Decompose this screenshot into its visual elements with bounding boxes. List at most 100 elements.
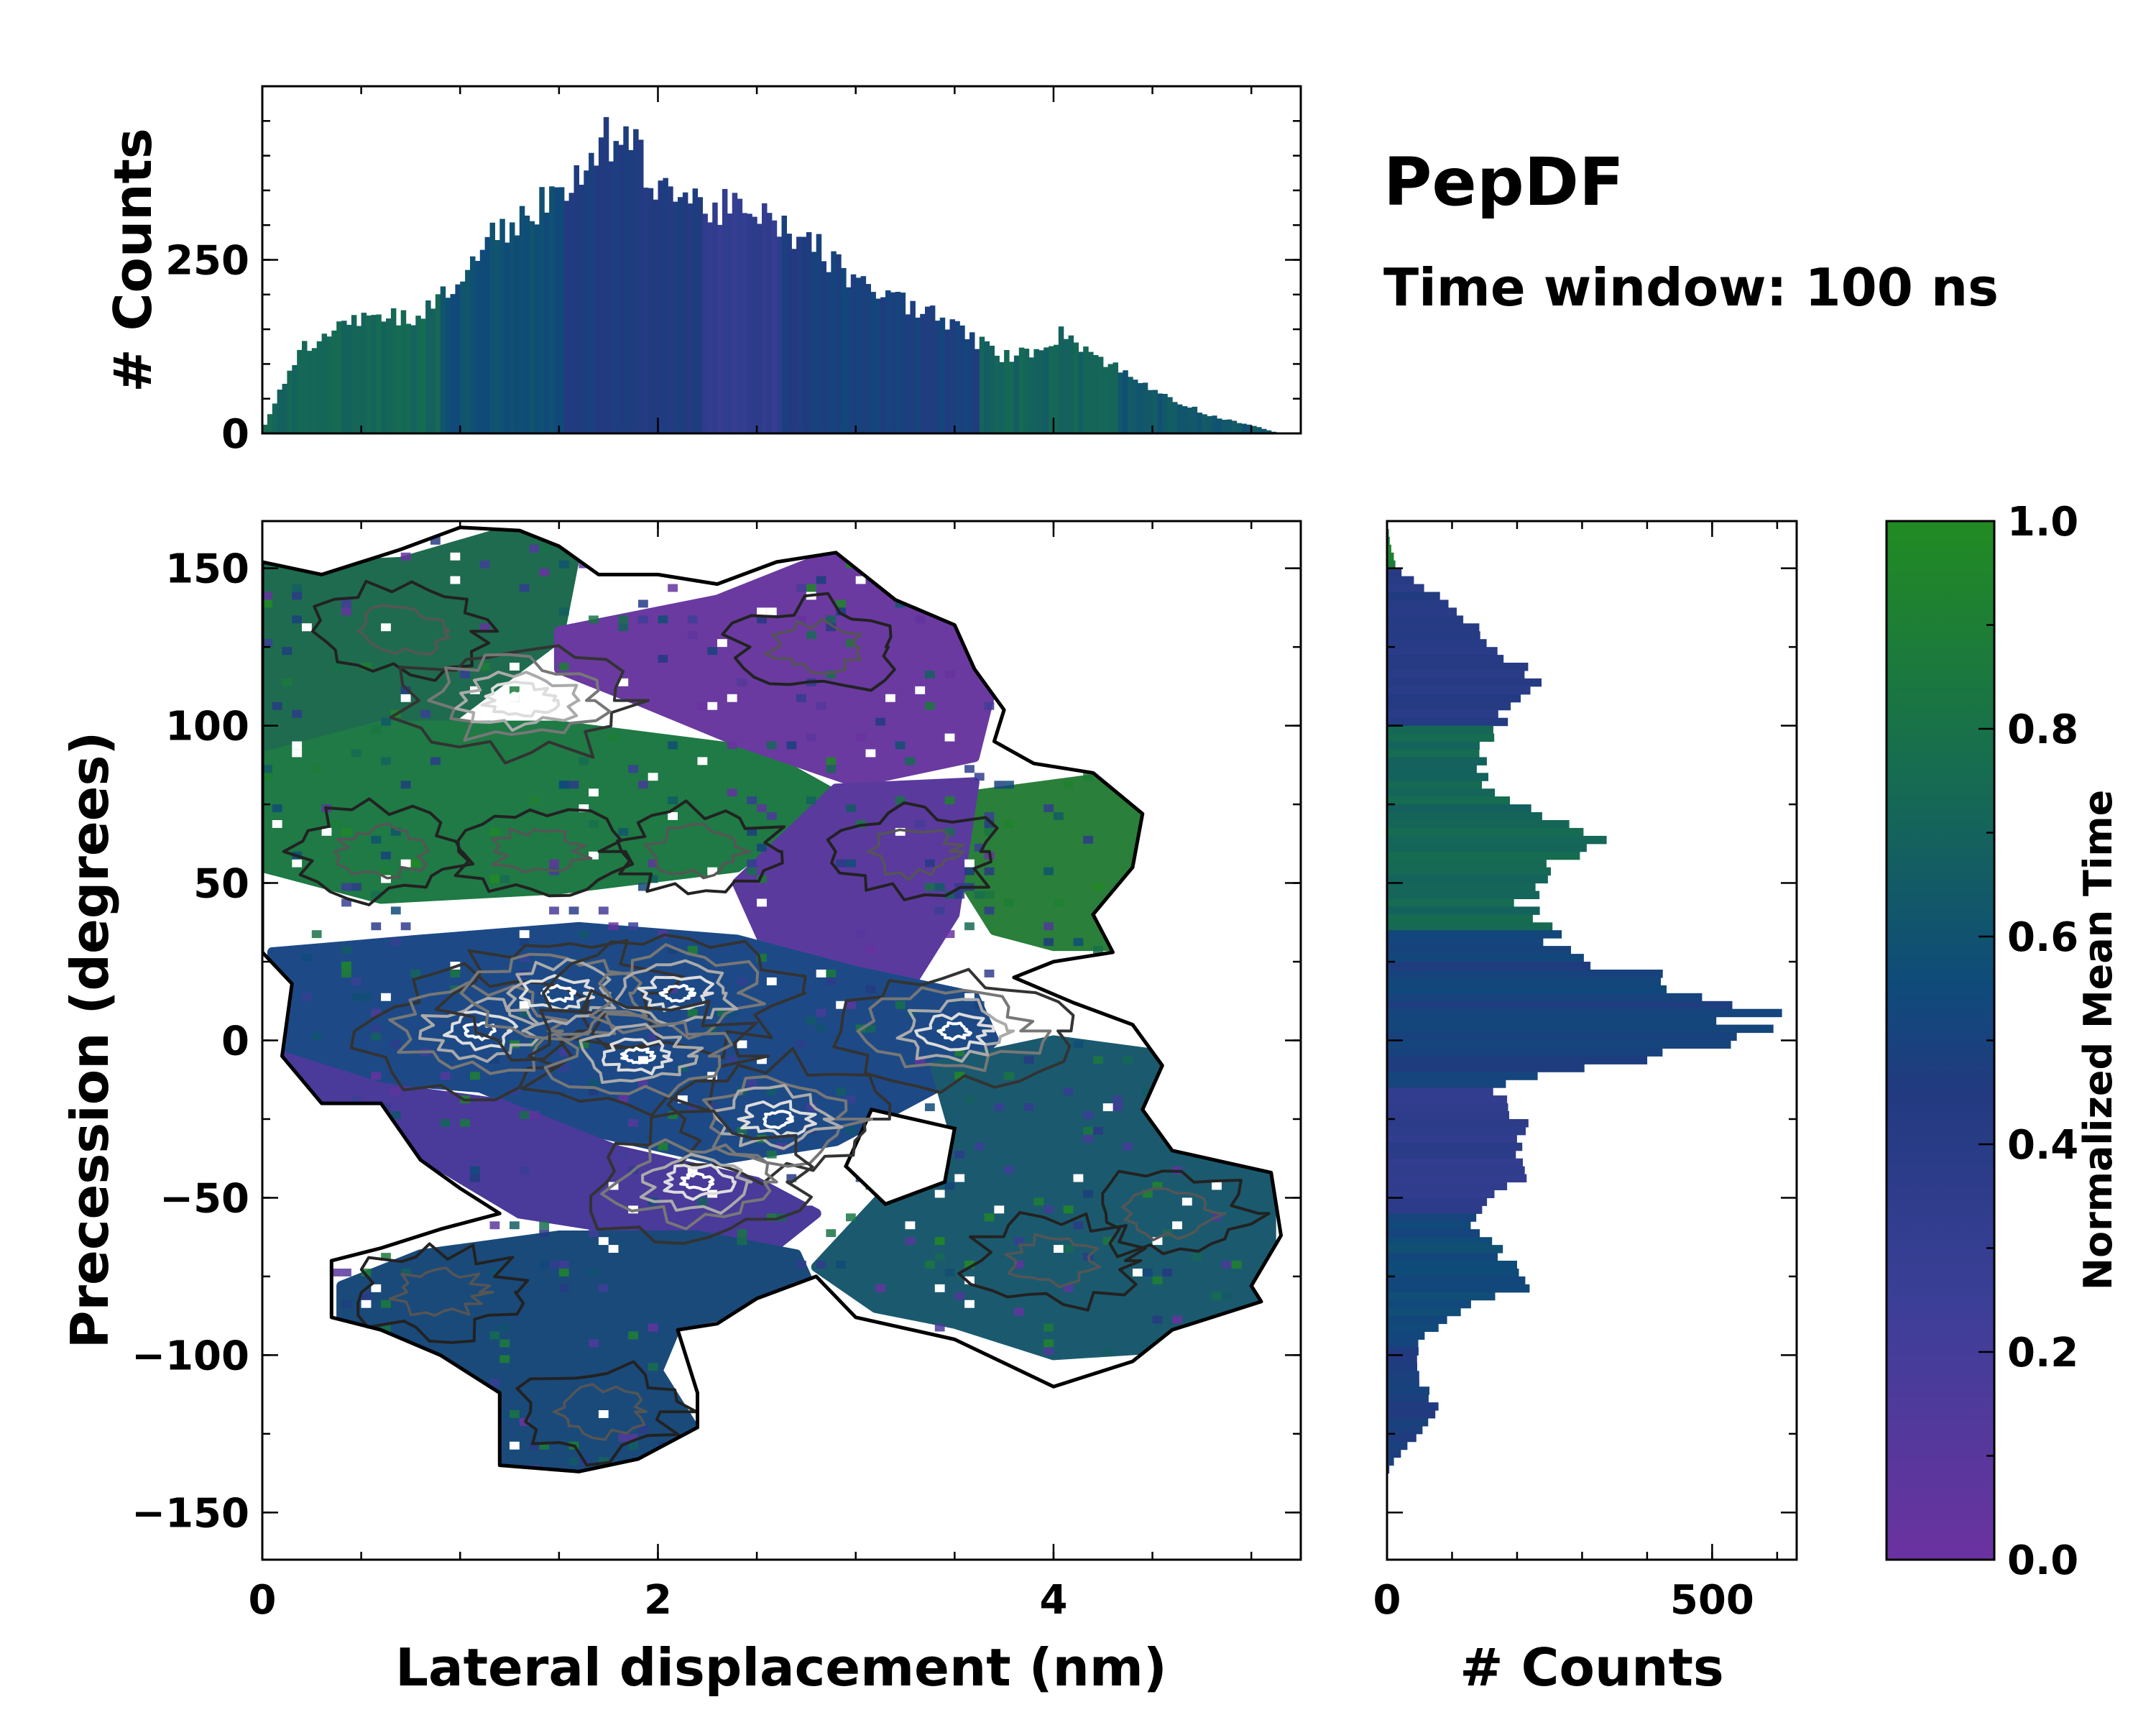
right-histogram-bar <box>1387 835 1607 845</box>
heatmap-cell <box>371 1024 382 1033</box>
right-histogram-bar <box>1387 796 1510 805</box>
top-histogram-bar <box>1251 426 1257 433</box>
top-histogram-bar <box>474 261 481 433</box>
heatmap-cell <box>687 1166 698 1174</box>
right-histogram-bar <box>1387 615 1464 624</box>
heatmap-cell <box>510 694 520 702</box>
top-histogram-bar <box>510 222 515 433</box>
heatmap-cell <box>262 639 272 648</box>
contour-lighter <box>637 975 714 1013</box>
right-histogram-bar <box>1387 1158 1523 1167</box>
contour-dark <box>957 1210 1147 1312</box>
heatmap-cell <box>1083 1190 1093 1198</box>
colorbar-tick-label: 0.4 <box>2007 1122 2078 1169</box>
heatmap-cell <box>1044 922 1054 931</box>
right-histogram-bar <box>1387 1032 1737 1041</box>
heatmap-cell <box>1152 1237 1163 1246</box>
top-histogram-bar <box>870 292 876 433</box>
heatmap-cell <box>499 1339 510 1348</box>
right-histogram-bar <box>1387 1119 1529 1128</box>
heatmap-cell <box>1004 1166 1014 1174</box>
heatmap-cell <box>292 584 303 592</box>
heatmap-cell <box>836 1000 846 1009</box>
heatmap-cell <box>568 781 579 789</box>
heatmap-cell <box>836 599 846 608</box>
heatmap-cell <box>895 741 906 750</box>
contour-peak <box>502 690 539 711</box>
right-histogram-bar <box>1387 1221 1471 1230</box>
right-histogram-bar <box>1387 1080 1506 1088</box>
heatmap-cell <box>519 954 530 962</box>
heatmap-cell <box>766 741 777 750</box>
contour-mid <box>333 822 430 880</box>
heatmap-cell <box>1112 1103 1123 1111</box>
heatmap-cell <box>757 954 767 962</box>
top-histogram-bar <box>989 346 995 433</box>
right-histogram-bar <box>1387 946 1571 954</box>
heatmap-cell <box>668 741 678 750</box>
heatmap-cell <box>717 639 727 648</box>
heatmap-cell <box>568 906 579 915</box>
heatmap-cell <box>697 757 708 765</box>
heatmap-cell <box>1212 1182 1222 1190</box>
heatmap-cell <box>1083 835 1093 844</box>
top-histogram-bar <box>579 185 584 433</box>
heatmap-cell <box>1221 1292 1232 1300</box>
top-histogram-bar <box>1152 390 1158 433</box>
heatmap-cell <box>558 560 569 569</box>
right-histogram-bar <box>1387 544 1391 553</box>
contour-mid <box>388 1266 494 1317</box>
heatmap-cell <box>816 1024 826 1033</box>
heatmap-cell <box>727 741 737 750</box>
heatmap-cell <box>539 1221 550 1230</box>
right-histogram-bar <box>1387 804 1531 813</box>
heatmap-cell <box>470 1158 480 1167</box>
right-histogram-bar <box>1387 781 1482 789</box>
contour-mid <box>356 604 451 656</box>
right-histogram-bar <box>1387 709 1498 719</box>
contour-mid <box>764 617 862 675</box>
heatmap-cell <box>816 1261 826 1269</box>
right-histogram-bar <box>1387 867 1551 876</box>
top-histogram-bar <box>603 116 609 433</box>
right-histogram-bar <box>1387 1237 1493 1246</box>
right-histogram-bar <box>1387 827 1584 837</box>
heatmap-cell <box>568 1457 579 1466</box>
heatmap-cell <box>697 702 708 710</box>
heatmap-cell <box>638 1056 648 1064</box>
heatmap-cell <box>1054 1245 1064 1253</box>
heatmap-cell <box>1162 1269 1173 1276</box>
top-histogram-bar <box>939 317 946 433</box>
top-histogram-bar <box>979 336 985 433</box>
colorbar-tick-label: 0.6 <box>2007 914 2078 961</box>
heatmap-cell <box>668 796 678 804</box>
right-histogram-bar <box>1387 655 1504 663</box>
top-histogram-bar <box>1202 414 1207 433</box>
heatmap-cell <box>855 576 866 584</box>
top-histogram-bar <box>489 222 495 433</box>
heatmap-cell <box>1033 993 1044 1001</box>
top-histogram-bar <box>890 292 896 433</box>
heatmap-cell <box>262 765 272 773</box>
heatmap-cell <box>510 1221 520 1230</box>
contour-mid <box>491 827 593 874</box>
top-histogram-bar <box>841 267 847 433</box>
heatmap-cell <box>687 946 698 954</box>
heatmap-cell <box>618 623 629 632</box>
heatmap-cell <box>875 717 885 726</box>
right-histogram-bar <box>1387 678 1542 687</box>
top-histogram-bar <box>638 139 644 433</box>
heatmap-cell <box>846 1213 856 1222</box>
y-tick-label: 50 <box>193 861 249 908</box>
heatmap-cell <box>618 1095 629 1103</box>
heatmap-cell <box>964 1276 975 1284</box>
heatmap-cell <box>747 796 757 804</box>
heatmap-cell <box>450 906 461 915</box>
top-histogram-bar <box>1142 382 1148 433</box>
heatmap-cell <box>786 741 797 750</box>
x-tick-label: 0 <box>249 1577 277 1624</box>
colorbar-tick-label: 0.8 <box>2007 707 2078 753</box>
top-histogram-bar <box>450 294 456 433</box>
heatmap-cell <box>499 875 510 883</box>
